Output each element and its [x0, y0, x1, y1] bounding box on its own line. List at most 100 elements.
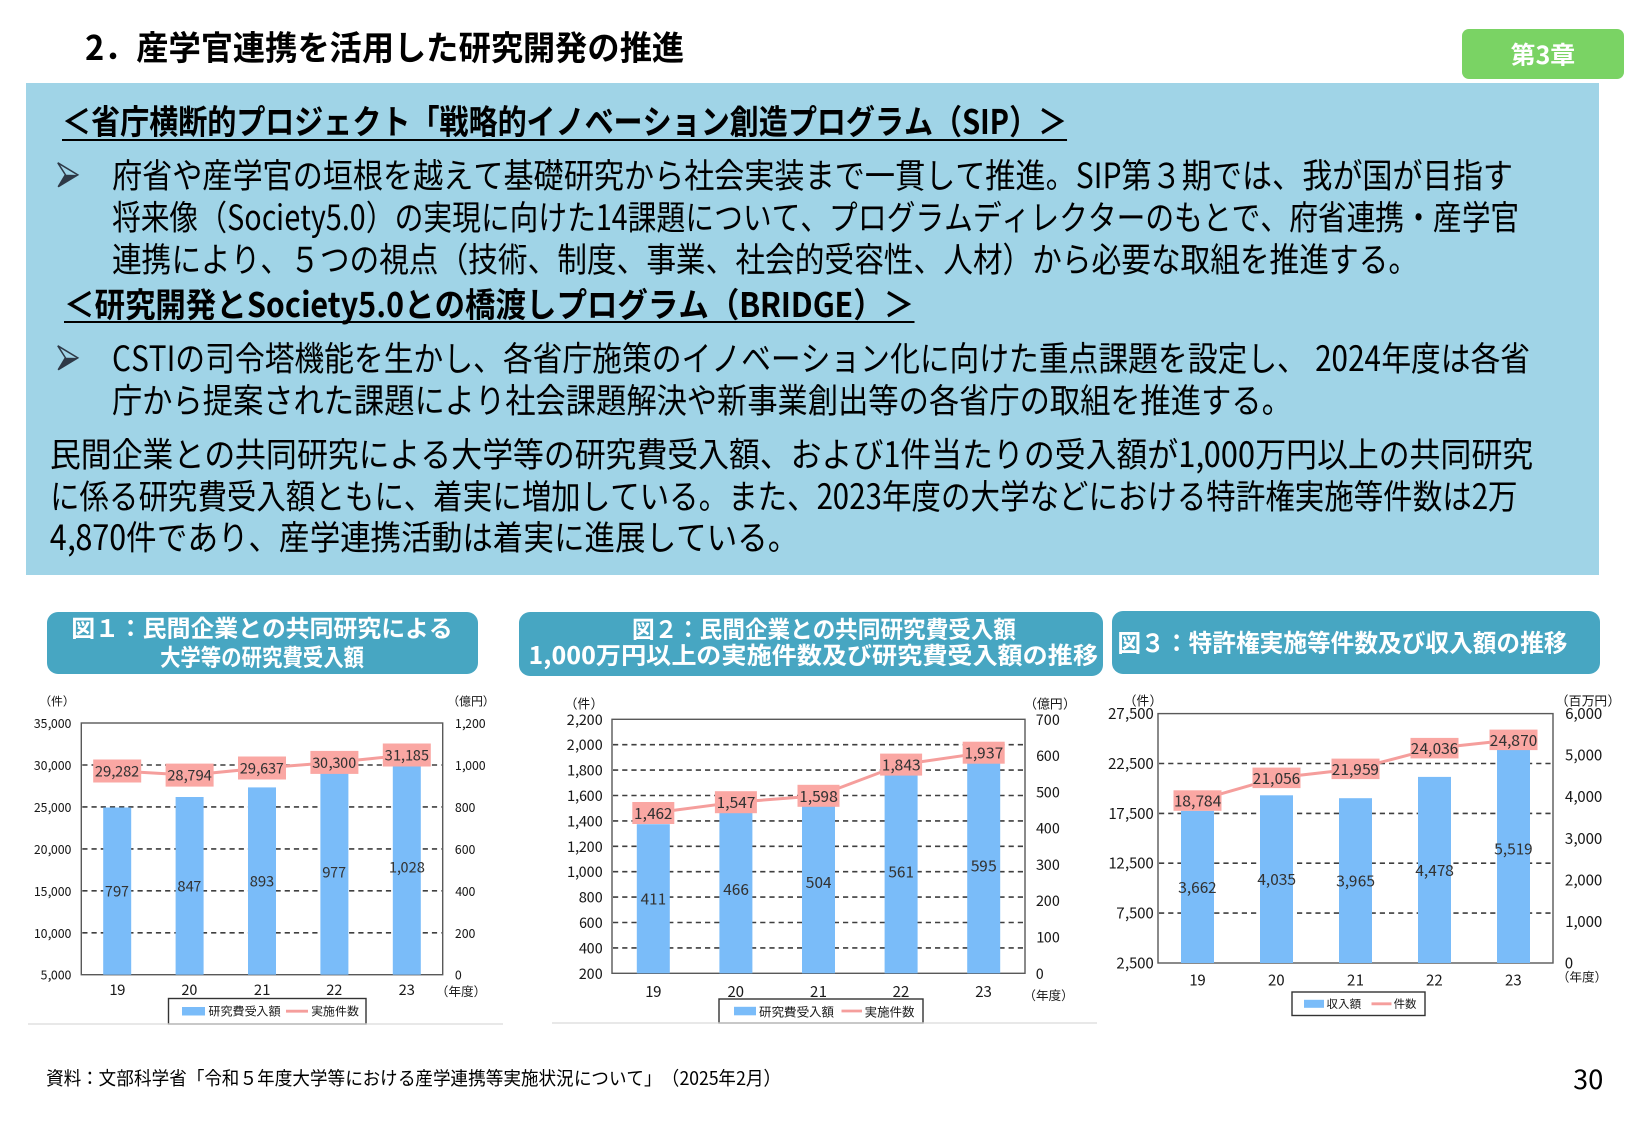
svg-text:19: 19: [109, 979, 125, 1000]
svg-text:（件）: （件）: [39, 693, 75, 710]
svg-text:1,000: 1,000: [1565, 911, 1602, 932]
svg-text:実施件数: 実施件数: [865, 1002, 916, 1021]
svg-text:30,000: 30,000: [34, 756, 72, 774]
svg-text:22: 22: [326, 979, 342, 1000]
svg-text:29,282: 29,282: [95, 761, 139, 782]
svg-text:3,000: 3,000: [1565, 828, 1602, 849]
svg-text:20,000: 20,000: [34, 840, 72, 858]
svg-text:1,937: 1,937: [964, 742, 1003, 764]
svg-text:35,000: 35,000: [34, 714, 72, 732]
svg-text:19: 19: [645, 981, 662, 1002]
svg-text:200: 200: [579, 963, 603, 984]
svg-text:5,000: 5,000: [1564, 745, 1602, 766]
svg-text:797: 797: [105, 881, 129, 902]
svg-text:200: 200: [1036, 890, 1060, 911]
svg-text:6,000: 6,000: [1565, 703, 1602, 724]
svg-text:466: 466: [723, 878, 749, 900]
svg-text:17,500: 17,500: [1108, 803, 1154, 824]
svg-text:21,959: 21,959: [1332, 758, 1380, 780]
svg-text:（年度）: （年度）: [1557, 967, 1607, 986]
svg-text:0: 0: [455, 966, 462, 984]
svg-text:3,965: 3,965: [1336, 870, 1375, 892]
svg-text:100: 100: [1036, 927, 1060, 948]
svg-text:29,637: 29,637: [240, 758, 284, 779]
svg-text:4,035: 4,035: [1257, 868, 1296, 890]
svg-text:21: 21: [810, 981, 827, 1002]
svg-text:2,500: 2,500: [1117, 953, 1154, 974]
svg-text:28,794: 28,794: [167, 765, 211, 786]
svg-text:400: 400: [455, 882, 476, 900]
svg-text:1,843: 1,843: [882, 754, 921, 776]
svg-text:（件）: （件）: [1123, 691, 1162, 710]
svg-text:500: 500: [1035, 781, 1060, 802]
svg-text:15,000: 15,000: [34, 882, 72, 900]
svg-text:（年度）: （年度）: [436, 981, 486, 1000]
svg-text:600: 600: [579, 912, 603, 933]
svg-text:595: 595: [971, 854, 997, 876]
svg-text:400: 400: [1036, 818, 1060, 839]
svg-text:収入額: 収入額: [1327, 996, 1362, 1012]
svg-text:1,800: 1,800: [567, 760, 603, 781]
svg-text:1,600: 1,600: [567, 785, 603, 806]
svg-text:10,000: 10,000: [34, 924, 72, 942]
svg-text:0: 0: [1565, 953, 1573, 974]
svg-text:研究費受入額: 研究費受入額: [209, 1003, 281, 1020]
svg-text:実施件数: 実施件数: [311, 1003, 359, 1020]
svg-text:22: 22: [1426, 970, 1443, 991]
svg-text:20: 20: [1268, 970, 1285, 991]
svg-text:12,500: 12,500: [1108, 853, 1154, 874]
svg-text:1,000: 1,000: [455, 756, 486, 774]
svg-text:30,300: 30,300: [312, 752, 356, 773]
svg-text:1,200: 1,200: [567, 836, 603, 857]
svg-text:19: 19: [1189, 970, 1206, 991]
svg-text:23: 23: [399, 979, 415, 1000]
svg-text:7,500: 7,500: [1117, 903, 1154, 924]
svg-text:800: 800: [579, 887, 603, 908]
svg-text:（年度）: （年度）: [1023, 985, 1073, 1004]
svg-text:1,598: 1,598: [799, 785, 838, 807]
svg-text:20: 20: [728, 981, 745, 1002]
svg-text:1,400: 1,400: [567, 810, 603, 831]
svg-text:21,056: 21,056: [1253, 767, 1301, 789]
svg-text:411: 411: [640, 888, 666, 910]
svg-text:200: 200: [455, 924, 476, 942]
svg-text:800: 800: [455, 798, 476, 816]
svg-text:（百万円）: （百万円）: [1555, 691, 1620, 710]
svg-text:24,870: 24,870: [1490, 729, 1538, 751]
svg-text:18,784: 18,784: [1174, 790, 1222, 812]
svg-text:1,028: 1,028: [389, 856, 425, 877]
svg-text:0: 0: [1036, 963, 1044, 984]
svg-text:2,000: 2,000: [1565, 869, 1602, 890]
svg-text:5,000: 5,000: [40, 966, 72, 984]
svg-text:893: 893: [250, 871, 274, 892]
svg-text:847: 847: [178, 875, 202, 896]
svg-text:600: 600: [455, 840, 476, 858]
svg-text:5,519: 5,519: [1494, 837, 1533, 859]
svg-text:（億円）: （億円）: [1024, 694, 1076, 713]
svg-text:3,662: 3,662: [1178, 876, 1217, 898]
svg-text:21: 21: [254, 979, 270, 1000]
svg-text:24,036: 24,036: [1411, 737, 1459, 759]
svg-text:4,000: 4,000: [1565, 786, 1602, 807]
svg-text:23: 23: [975, 981, 992, 1002]
svg-text:4,478: 4,478: [1415, 859, 1454, 881]
svg-text:2,000: 2,000: [567, 734, 603, 755]
svg-text:2,200: 2,200: [567, 709, 603, 730]
svg-text:件数: 件数: [1394, 996, 1417, 1012]
svg-text:1,547: 1,547: [717, 791, 756, 813]
svg-text:700: 700: [1036, 709, 1060, 730]
svg-text:1,462: 1,462: [634, 802, 673, 824]
svg-text:21: 21: [1347, 970, 1364, 991]
svg-text:研究費受入額: 研究費受入額: [759, 1002, 835, 1021]
svg-text:22,500: 22,500: [1108, 753, 1154, 774]
svg-text:（件）: （件）: [564, 694, 603, 713]
svg-text:1,000: 1,000: [567, 861, 603, 882]
svg-text:504: 504: [806, 871, 832, 893]
svg-text:300: 300: [1036, 854, 1060, 875]
svg-text:561: 561: [888, 861, 914, 883]
svg-text:400: 400: [579, 937, 603, 958]
svg-text:1,200: 1,200: [455, 714, 486, 732]
svg-text:977: 977: [322, 862, 346, 883]
svg-text:27,500: 27,500: [1108, 703, 1154, 724]
svg-text:20: 20: [182, 979, 198, 1000]
